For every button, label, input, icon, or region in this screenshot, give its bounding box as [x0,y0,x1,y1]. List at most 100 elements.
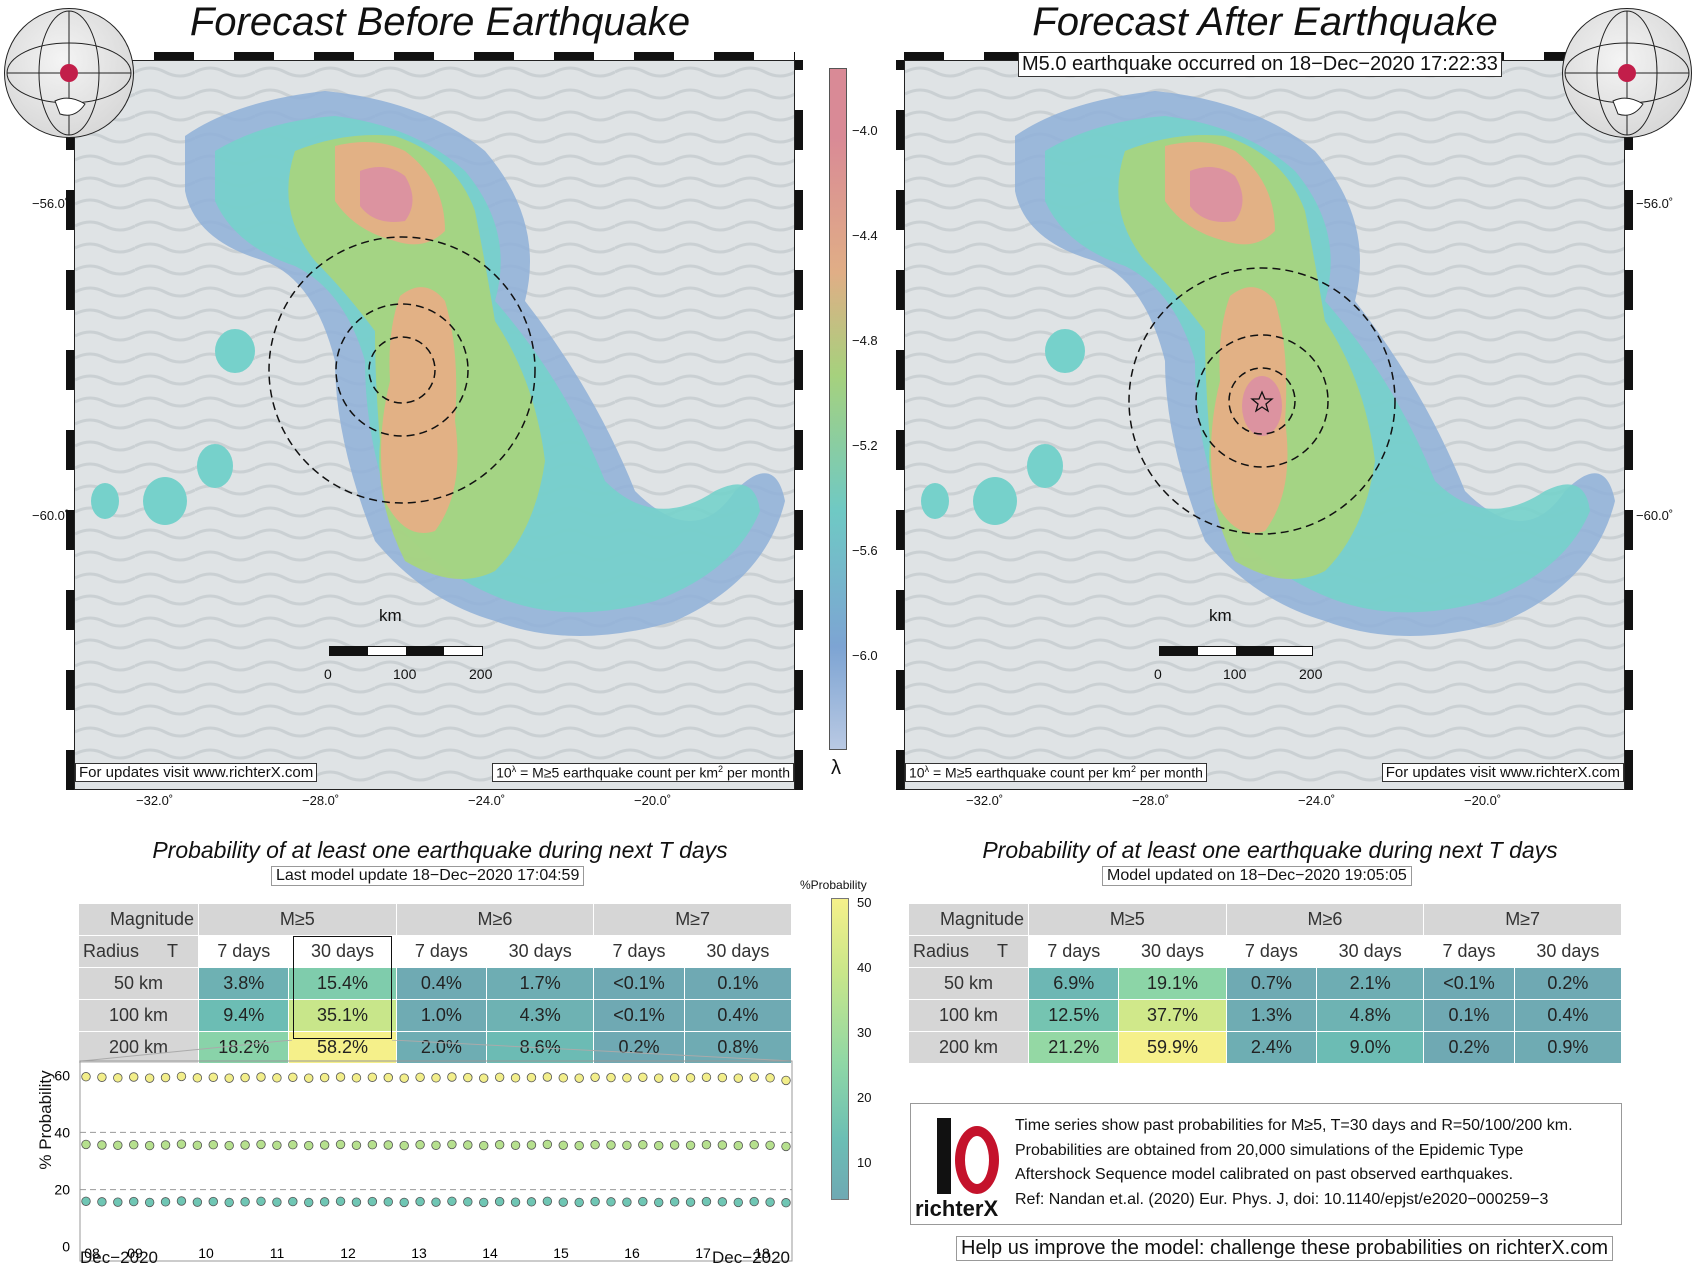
data-point [208,1072,218,1082]
data-point [81,1196,91,1206]
data-point [701,1196,712,1207]
info-box: richterX Time series show past probabili… [910,1103,1622,1225]
data-point [749,1072,759,1082]
data-point [97,1197,107,1207]
right-lon-tick-3: −20.0˚ [1464,793,1502,808]
data-point [192,1197,203,1207]
richterx-logo-text: richterX [915,1196,999,1221]
info-line: Time series show past probabilities for … [1015,1117,1573,1134]
data-point [399,1140,409,1151]
x-tick-label: 15 [553,1245,569,1261]
radius-cell: 50 km [908,967,1029,1000]
data-point [654,1140,664,1151]
data-point [479,1073,489,1083]
right-lambda-note: 10λ = M≥5 earthquake count per km2 per m… [905,763,1207,782]
data-point [685,1197,696,1207]
right-prob-table: Magnitude M≥5 M≥6 M≥7 Radius T 7 days 30 … [908,903,1623,1064]
info-text: Time series show past probabilities for … [1015,1114,1573,1212]
data-point [383,1197,393,1207]
data-point [160,1072,171,1083]
table-row: 100 km 9.4% 35.1% 1.0% 4.3% <0.1% 0.4% [78,999,793,1032]
prob-cell: 1.3% [1225,999,1318,1032]
data-point [590,1140,600,1150]
left-lon-tick-2: −24.0˚ [468,793,506,808]
left-lon-tick-3: −20.0˚ [634,793,672,808]
prob-tick-0: 50 [857,895,872,910]
prob-cell: 0.4% [683,999,793,1032]
right-prob-subtitle: Model updated on 18−Dec−2020 19:05:05 [1102,866,1412,886]
data-point [144,1073,155,1083]
right-lon-tick-1: −28.0˚ [1132,793,1170,808]
data-point [558,1073,568,1083]
radius-header: Radius T [908,935,1029,968]
data-point [224,1197,234,1208]
right-scale-tick-2: 200 [1299,666,1323,682]
data-point [113,1140,123,1150]
table-row: 100 km 12.5% 37.7% 1.3% 4.8% 0.1% 0.4% [908,999,1623,1032]
prob-cell: 21.2% [1027,1031,1120,1064]
data-point [176,1196,187,1206]
data-point [463,1197,473,1207]
data-point [622,1197,632,1207]
data-point [319,1140,330,1150]
data-point [447,1196,457,1206]
x-tick-label: 10 [198,1245,214,1261]
data-point [192,1073,203,1083]
data-point [240,1197,250,1207]
help-link[interactable]: Help us improve the model: challenge the… [956,1236,1614,1261]
data-point [781,1075,791,1086]
left-lambda-note: 10λ = M≥5 earthquake count per km2 per m… [492,763,794,782]
left-map-frame-top [74,52,795,60]
data-point [733,1197,743,1208]
right-hazard-map [905,61,1624,789]
right-scale-bar [1159,646,1313,656]
data-point [622,1140,632,1150]
data-point [781,1198,791,1208]
data-point [510,1197,521,1207]
mag-header-7: M≥7 [593,903,792,936]
radius-label: Radius [913,941,970,961]
info-line: Ref: Nandan et.al. (2020) Eur. Phys. J, … [1015,1190,1549,1208]
table-row: 50 km 3.8% 15.4% 0.4% 1.7% <0.1% 0.1% [78,967,793,1000]
data-point [383,1140,393,1150]
data-point [574,1073,584,1083]
data-point [558,1197,568,1207]
magnitude-header: Magnitude [908,903,1029,936]
period-header: 30 days [683,935,793,968]
prob-cell: 8.6% [486,1031,595,1064]
data-point [590,1072,600,1082]
data-point [685,1073,696,1083]
left-lon-tick-0: −32.0˚ [136,793,174,808]
prob-cell: 0.2% [1423,1031,1515,1064]
data-point [240,1140,250,1150]
data-point [81,1072,91,1082]
right-lat-tick-1: −60.0˚ [1636,508,1674,523]
prob-colorbar [831,898,849,1200]
zoom-connector-left [81,1040,293,1062]
left-map-frame-right [795,60,803,790]
data-point [606,1197,616,1207]
period-header: 30 days [288,935,397,968]
prob-cell: 1.0% [395,999,488,1032]
data-point [129,1140,139,1150]
data-point [765,1140,775,1150]
y-tick-label: 40 [54,1124,70,1140]
richterx-logo [925,1118,1005,1198]
data-point [669,1072,680,1083]
left-lon-tick-1: −28.0˚ [302,793,340,808]
table-row: 200 km 21.2% 59.9% 2.4% 9.0% 0.2% 0.9% [908,1031,1623,1064]
right-lat-tick-0: −56.0˚ [1636,196,1674,211]
data-point [272,1197,282,1207]
x-tick-label: 09 [127,1245,143,1261]
data-point [733,1140,743,1151]
probability-timeseries-chart: 60 40 20 0 08 09 10 11 12 13 14 15 16 17 18 [54,1040,793,1262]
data-point [494,1140,505,1150]
mag-header-7: M≥7 [1423,903,1622,936]
data-point [431,1197,441,1207]
right-map-frame-left [896,60,904,790]
data-point [526,1140,537,1150]
prob-cell: 2.4% [1225,1031,1318,1064]
data-point [590,1196,600,1207]
data-point [351,1140,362,1150]
data-point [176,1139,187,1149]
